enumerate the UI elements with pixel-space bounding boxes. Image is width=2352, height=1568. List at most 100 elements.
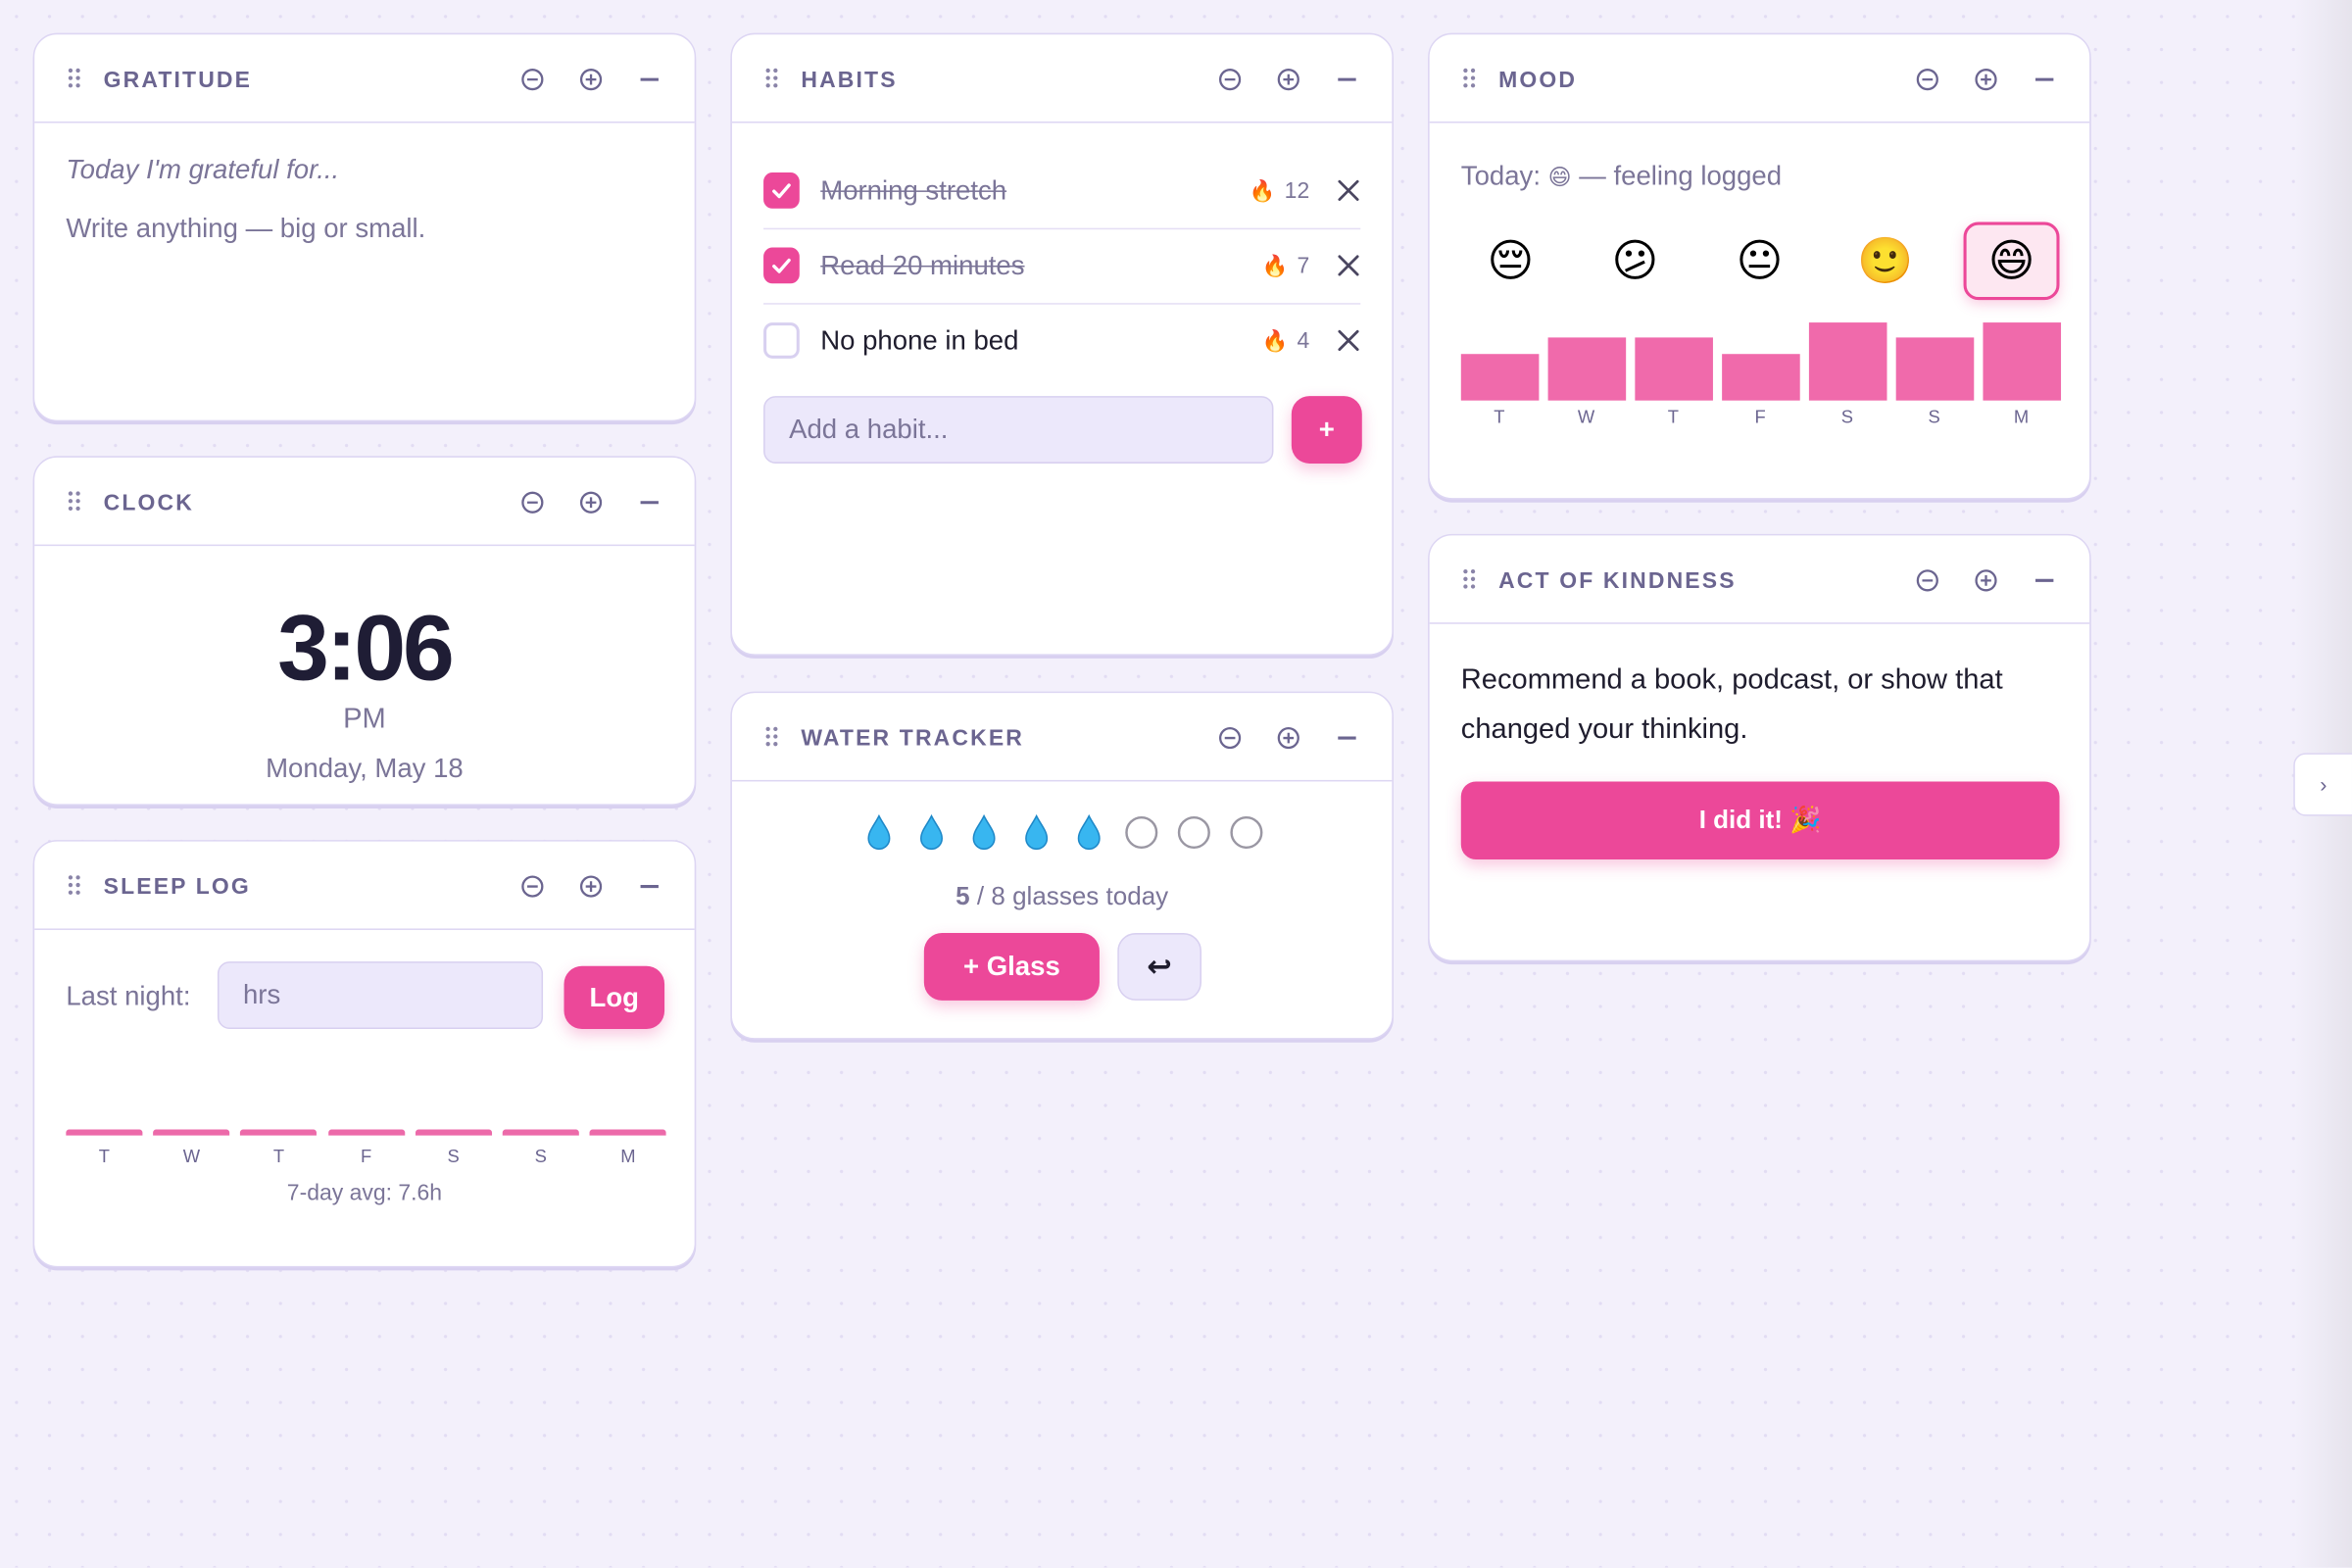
glass-ring (1229, 815, 1262, 850)
widget-header: SLEEP LOG (34, 842, 695, 930)
check-mark (772, 258, 791, 273)
mood-option[interactable]: 😕 (1611, 236, 1659, 286)
water-drop[interactable] (1018, 813, 1054, 853)
minimize-button[interactable] (1332, 723, 1362, 754)
empty-glass[interactable] (1123, 813, 1159, 853)
habit-input[interactable]: Add a habit... (763, 396, 1274, 464)
water-drop[interactable] (912, 813, 949, 853)
log-button[interactable]: Log (564, 965, 665, 1029)
zoom-out-button[interactable] (1215, 723, 1246, 754)
widget-header: MOOD (1429, 34, 2090, 123)
habit-streak: 🔥 7 (1262, 253, 1310, 278)
mood-option[interactable]: 😔 (1487, 236, 1535, 286)
minimize-button[interactable] (1332, 65, 1362, 95)
handle-dot (68, 68, 74, 74)
minimize-button[interactable] (2030, 65, 2060, 95)
mood-bar (1722, 353, 1800, 401)
water-drop[interactable] (1070, 813, 1106, 853)
icon-ring (579, 491, 603, 514)
mood-option[interactable]: 🙂 (1857, 236, 1914, 286)
drag-handle[interactable] (765, 726, 780, 747)
zoom-out-button[interactable] (517, 487, 548, 517)
habits-widget: HABITS Morning stretch 🔥 12 Read 20 minutes… (730, 32, 1394, 656)
zoom-in-button[interactable] (576, 487, 607, 517)
zoom-in-button[interactable] (576, 65, 607, 95)
gratitude-input[interactable]: Write anything — big or small. (66, 213, 426, 243)
header-icons (517, 871, 664, 902)
glass-ring (1177, 815, 1210, 850)
zoom-in-button[interactable] (1273, 65, 1303, 95)
water-drop[interactable] (965, 813, 1002, 853)
sleep-bar (66, 1129, 143, 1136)
handle-dot (1463, 83, 1468, 88)
minimize-button[interactable] (634, 487, 664, 517)
sleep-day-label: F (360, 1146, 372, 1167)
drag-handle[interactable] (1462, 68, 1477, 88)
add-habit-button[interactable]: + (1291, 396, 1362, 464)
icon-ring (1916, 69, 1938, 91)
icon-ring (1916, 569, 1938, 592)
handle-dot (75, 491, 80, 496)
zoom-out-button[interactable] (517, 65, 548, 95)
handle-dot (1463, 75, 1468, 80)
sleep-bar (502, 1129, 579, 1136)
undo-button[interactable]: ↩ (1117, 933, 1202, 1001)
mood-option[interactable]: 😐 (1736, 236, 1784, 286)
mood-today-emoji: 😄 (1547, 165, 1572, 191)
habit-checkbox[interactable] (763, 322, 800, 359)
empty-glass[interactable] (1175, 813, 1211, 853)
drag-handle[interactable] (68, 68, 82, 88)
handle-dot (75, 890, 80, 895)
zoom-in-button[interactable] (1971, 65, 2001, 95)
zoom-out-button[interactable] (1913, 565, 1943, 596)
drag-handle[interactable] (1462, 568, 1477, 589)
zoom-in-button[interactable] (1971, 565, 2001, 596)
widget-header: HABITS (731, 34, 1393, 123)
zoom-out-button[interactable] (1215, 65, 1246, 95)
habit-streak: 🔥 4 (1262, 327, 1310, 353)
streak-count: 4 (1297, 327, 1310, 354)
drop-shape (1076, 813, 1100, 851)
glass-ring (1124, 815, 1157, 850)
zoom-in-button[interactable] (1273, 723, 1303, 754)
handle-dot (765, 83, 770, 88)
drag-handle[interactable] (68, 491, 82, 512)
sleep-input[interactable]: hrs (217, 961, 544, 1029)
widget-header: CLOCK (34, 458, 695, 547)
add-glass-button[interactable]: + Glass (923, 933, 1100, 1001)
widget-title: HABITS (801, 67, 898, 93)
minimize-button[interactable] (2030, 565, 2060, 596)
minimize-button[interactable] (634, 871, 664, 902)
remove-icon (1338, 255, 1359, 276)
remove-habit-button[interactable] (1337, 254, 1360, 277)
drag-handle[interactable] (765, 68, 780, 88)
water-tracker-widget: WATER TRACKER 5 / 8 glasses today + Glas… (730, 691, 1394, 1040)
habit-checkbox[interactable] (763, 172, 800, 209)
drop-shape (919, 813, 943, 851)
header-icons (1913, 565, 2060, 596)
water-drop[interactable] (860, 813, 897, 853)
drag-handle[interactable] (68, 874, 82, 895)
zoom-in-button[interactable] (576, 871, 607, 902)
handle-dot (75, 499, 80, 504)
habit-checkbox[interactable] (763, 247, 800, 284)
handle-dot (1470, 584, 1476, 589)
water-unit: glasses today (1012, 881, 1169, 911)
mood-day-label: F (1754, 406, 1766, 428)
sleep-day-label: M (620, 1146, 636, 1167)
sidebar-toggle[interactable]: › (2293, 753, 2352, 816)
icon-ring (521, 69, 544, 91)
empty-glass[interactable] (1228, 813, 1264, 853)
minimize-button[interactable] (634, 65, 664, 95)
zoom-out-button[interactable] (517, 871, 548, 902)
sleep-day-label: S (447, 1146, 460, 1167)
clock-period: PM (343, 703, 386, 735)
header-icons (1215, 65, 1362, 95)
remove-habit-button[interactable] (1337, 178, 1360, 202)
mood-option[interactable]: 😄 (1963, 221, 2060, 301)
did-it-button[interactable]: I did it! 🎉 (1460, 781, 2060, 860)
clock-widget: CLOCK 3:06 PM Monday, May 18 (32, 456, 697, 806)
mood-bar (1460, 353, 1540, 401)
remove-habit-button[interactable] (1337, 328, 1360, 352)
zoom-out-button[interactable] (1913, 65, 1943, 95)
